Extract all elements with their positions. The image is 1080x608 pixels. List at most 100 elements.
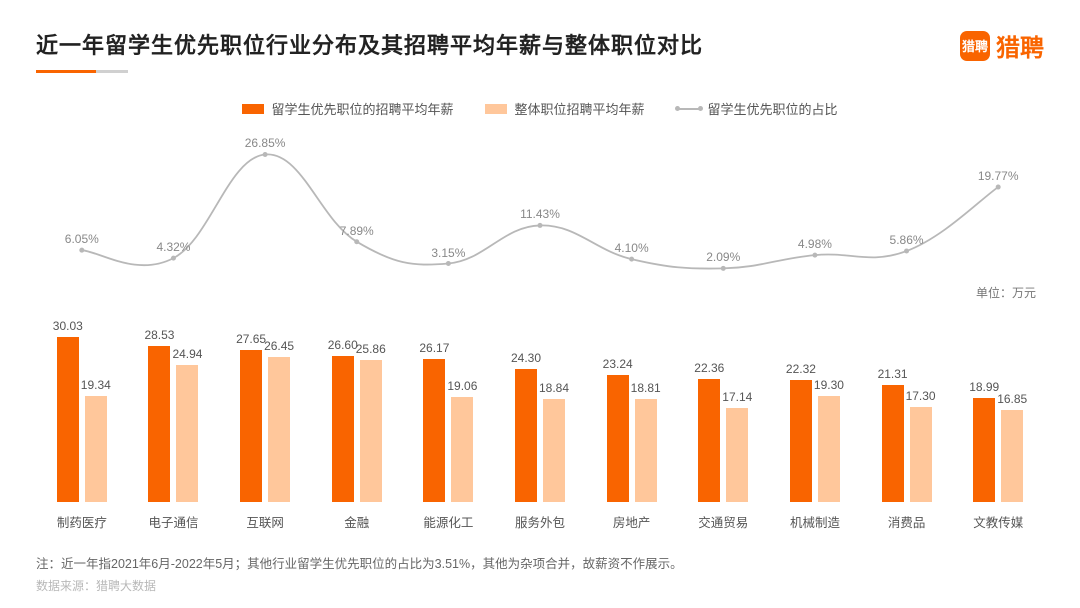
bar-series1: 26.17 — [423, 341, 445, 503]
title-underline — [36, 70, 128, 73]
bar-series1: 30.03 — [57, 319, 79, 502]
legend-swatch-series1 — [242, 104, 264, 114]
chart-legend: 留学生优先职位的招聘平均年薪 整体职位招聘平均年薪 留学生优先职位的占比 — [36, 99, 1044, 118]
line-value-label: 26.85% — [245, 136, 286, 150]
bar — [973, 398, 995, 502]
page-title: 近一年留学生优先职位行业分布及其招聘平均年薪与整体职位对比 — [36, 28, 960, 60]
line-value-label: 5.86% — [890, 233, 924, 247]
legend-swatch-series2 — [485, 104, 507, 114]
bar-series2: 25.86 — [360, 342, 382, 502]
bar-group: 21.3117.30 — [861, 128, 953, 502]
x-axis-label: 金融 — [311, 506, 403, 528]
x-axis-label: 交通贸易 — [677, 506, 769, 528]
header: 近一年留学生优先职位行业分布及其招聘平均年薪与整体职位对比 猎聘 猎聘 — [36, 28, 1044, 73]
line-value-label: 4.10% — [615, 241, 649, 255]
line-value-label: 4.98% — [798, 237, 832, 251]
bar-group: 18.9916.85 — [952, 128, 1044, 502]
bar — [726, 408, 748, 502]
bar — [240, 350, 262, 502]
bar-value-label: 22.32 — [786, 362, 816, 376]
x-axis-label: 互联网 — [219, 506, 311, 528]
bar-value-label: 16.85 — [997, 392, 1027, 406]
legend-item-series2: 整体职位招聘平均年薪 — [485, 99, 644, 118]
bar-series2: 26.45 — [268, 339, 290, 502]
bar — [176, 365, 198, 502]
bar-value-label: 25.86 — [356, 342, 386, 356]
bar — [910, 407, 932, 502]
title-block: 近一年留学生优先职位行业分布及其招聘平均年薪与整体职位对比 — [36, 28, 960, 73]
bar-value-label: 28.53 — [144, 328, 174, 342]
x-axis-label: 电子通信 — [128, 506, 220, 528]
bar-series1: 23.24 — [607, 357, 629, 502]
data-source: 数据来源：猎聘大数据 — [36, 577, 156, 594]
bar-value-label: 18.81 — [631, 381, 661, 395]
bar-value-label: 24.94 — [172, 347, 202, 361]
x-axis-label: 消费品 — [861, 506, 953, 528]
bar-group: 22.3617.14 — [677, 128, 769, 502]
bar-group: 30.0319.34 — [36, 128, 128, 502]
bar-value-label: 21.31 — [878, 367, 908, 381]
bar — [57, 337, 79, 502]
bar-group: 26.1719.06 — [403, 128, 495, 502]
bar — [515, 369, 537, 502]
bar — [332, 356, 354, 502]
bar-value-label: 24.30 — [511, 351, 541, 365]
legend-swatch-series3 — [677, 108, 701, 110]
bar — [268, 357, 290, 502]
x-axis-label: 文教传媒 — [952, 506, 1044, 528]
bar-series1: 22.32 — [790, 362, 812, 502]
bar-value-label: 23.24 — [603, 357, 633, 371]
brand-logo-text: 猎聘 — [996, 28, 1044, 63]
bar-value-label: 17.30 — [906, 389, 936, 403]
x-axis-label: 能源化工 — [403, 506, 495, 528]
bar-value-label: 17.14 — [722, 390, 752, 404]
bar-series1: 21.31 — [882, 367, 904, 502]
bar-value-label: 30.03 — [53, 319, 83, 333]
brand-logo-icon: 猎聘 — [960, 31, 990, 61]
chart-area: 单位：万元 30.0319.3428.5324.9427.6526.4526.6… — [36, 128, 1044, 528]
bar-group: 24.3018.84 — [494, 128, 586, 502]
line-value-label: 19.77% — [978, 169, 1019, 183]
line-value-label: 2.09% — [706, 250, 740, 264]
bar-group: 22.3219.30 — [769, 128, 861, 502]
bar — [882, 385, 904, 502]
bar-series2: 18.81 — [635, 381, 657, 502]
bar-series2: 16.85 — [1001, 392, 1023, 502]
legend-item-series3: 留学生优先职位的占比 — [677, 99, 838, 118]
bar — [790, 380, 812, 502]
bar-series1: 24.30 — [515, 351, 537, 502]
bar-series1: 22.36 — [698, 361, 720, 502]
line-value-label: 11.43% — [520, 207, 560, 221]
bar — [635, 399, 657, 502]
bar-value-label: 19.06 — [447, 379, 477, 393]
bar-value-label: 22.36 — [694, 361, 724, 375]
bar-value-label: 19.30 — [814, 378, 844, 392]
bar — [1001, 410, 1023, 502]
line-value-label: 7.89% — [340, 224, 374, 238]
bar — [423, 359, 445, 503]
legend-label-series2: 整体职位招聘平均年薪 — [514, 99, 644, 118]
bar-series1: 27.65 — [240, 332, 262, 502]
line-value-label: 3.15% — [431, 246, 465, 260]
bar-series2: 19.30 — [818, 378, 840, 502]
bar — [85, 396, 107, 502]
bar — [148, 346, 170, 502]
bar-series2: 19.06 — [451, 379, 473, 502]
bar-value-label: 18.84 — [539, 381, 569, 395]
bar — [543, 399, 565, 502]
bar-group: 27.65 26.45 — [219, 128, 311, 502]
line-value-label: 4.32% — [156, 240, 190, 254]
bar-series1: 28.53 — [148, 328, 170, 502]
brand-logo: 猎聘 猎聘 — [960, 28, 1044, 63]
x-axis-label: 服务外包 — [494, 506, 586, 528]
x-axis-label: 机械制造 — [769, 506, 861, 528]
chart-footnote: 注：近一年指2021年6月-2022年5月；其他行业留学生优先职位的占比为3.5… — [36, 553, 683, 572]
bar-group: 28.5324.94 — [128, 128, 220, 502]
bar-series2: 19.34 — [85, 378, 107, 502]
bar — [451, 397, 473, 502]
bar — [360, 360, 382, 502]
bar-series2: 24.94 — [176, 347, 198, 502]
bar-series2: 18.84 — [543, 381, 565, 502]
bar-value-label: 26.17 — [419, 341, 449, 355]
bar-value-label: 19.34 — [81, 378, 111, 392]
